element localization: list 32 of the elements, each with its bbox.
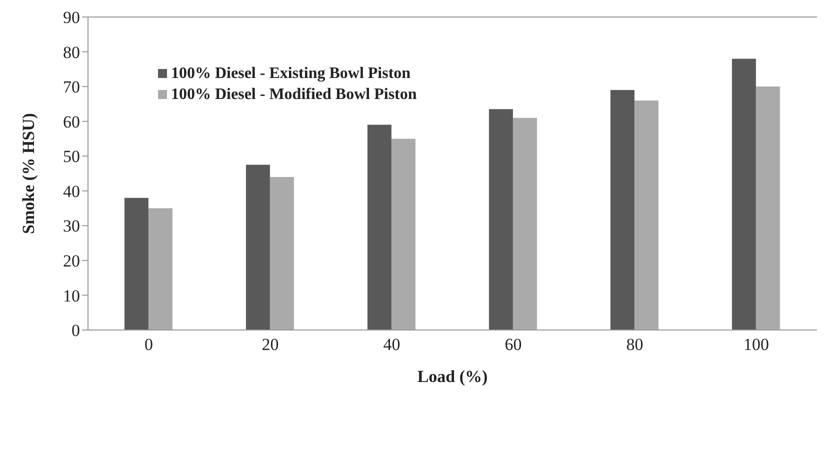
x-axis-title: Load (%) [417,367,488,386]
bar [756,86,780,330]
x-tick-label: 60 [504,335,522,354]
bar [634,100,658,330]
x-tick-label: 100 [744,335,769,354]
legend-label: 100% Diesel - Modified Bowl Piston [171,85,417,105]
y-tick-label: 80 [63,42,80,62]
y-axis-title: Smoke (% HSU) [19,113,38,234]
bar [270,176,294,330]
y-tick-label: 60 [63,112,80,132]
y-tick-label: 40 [63,182,80,201]
x-tick-label: 40 [383,335,400,354]
y-tick-label: 0 [72,321,80,340]
y-tick-label: 90 [63,8,80,28]
bar [732,58,756,330]
bar [148,208,172,330]
legend-label: 100% Diesel - Existing Bowl Piston [171,64,411,84]
bar [488,109,513,330]
bar [124,198,148,330]
y-tick-label: 20 [63,251,80,270]
y-tick-label: 30 [63,216,80,236]
y-tick-label: 70 [63,78,80,97]
y-tick-label: 10 [63,286,80,306]
x-tick-label: 0 [144,335,153,354]
bar [610,90,634,330]
x-tick-label: 80 [626,335,644,354]
bar [246,164,270,330]
bar [367,124,392,330]
bar [391,138,416,330]
y-tick-label: 50 [63,147,80,166]
bar [512,118,537,330]
x-tick-label: 20 [262,335,279,354]
